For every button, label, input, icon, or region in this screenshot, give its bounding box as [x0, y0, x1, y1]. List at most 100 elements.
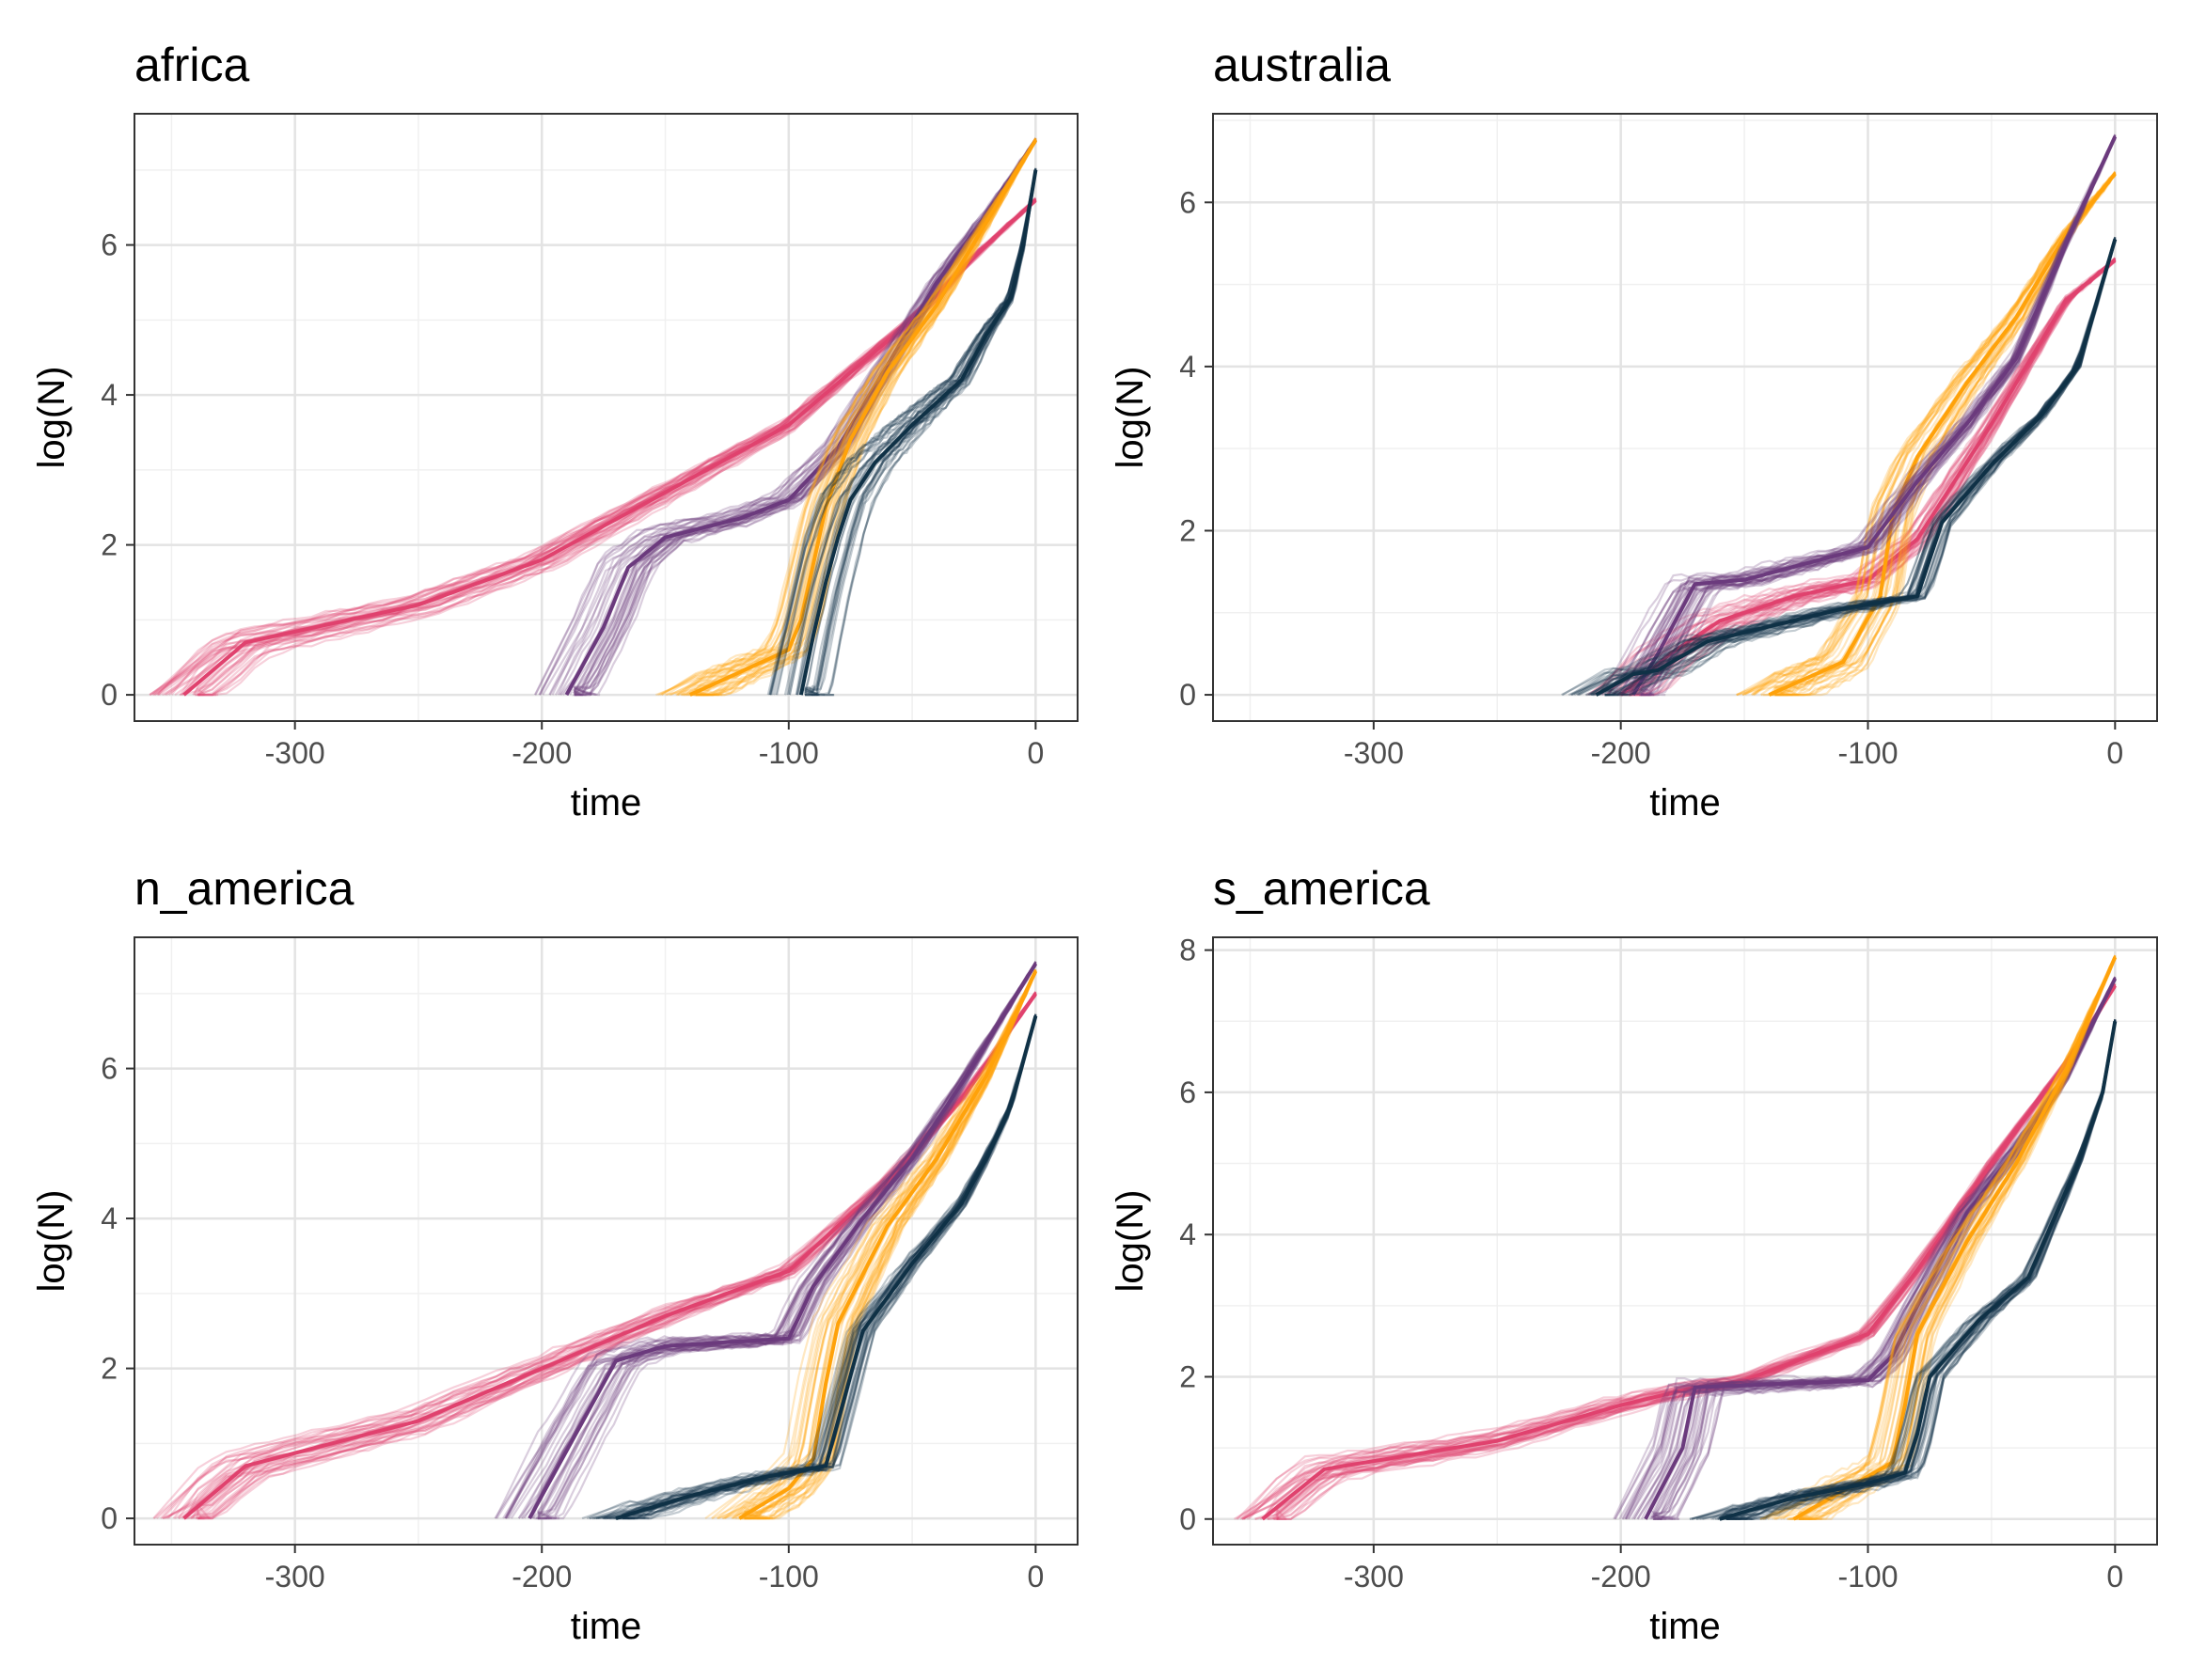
replicate-line — [744, 970, 1037, 1520]
replicate-line — [1771, 957, 2117, 1520]
panel-title: n_america — [134, 862, 354, 915]
replicate-line — [775, 171, 1037, 696]
replicate-line — [538, 965, 1037, 1520]
replicate-line — [1604, 240, 2117, 697]
replicate-line — [788, 167, 1037, 696]
replicate-line — [1604, 238, 2117, 697]
replicate-line — [1240, 985, 2117, 1520]
replicate-line — [537, 964, 1037, 1520]
replicate-line — [772, 171, 1037, 696]
x-tick-label: 0 — [2106, 1560, 2123, 1594]
replicate-line — [1774, 174, 2117, 697]
replicate-line — [197, 992, 1037, 1520]
y-tick-label: 6 — [101, 228, 118, 262]
replicate-line — [804, 168, 1037, 697]
replicate-line — [574, 138, 1037, 697]
series-line — [1792, 956, 2118, 1521]
replicate-line — [1243, 983, 2117, 1520]
x-axis-label: time — [1649, 782, 1721, 824]
replicate-line — [1799, 956, 2117, 1520]
replicate-line — [722, 971, 1037, 1520]
replicate-line — [184, 995, 1037, 1519]
replicate-line — [717, 971, 1037, 1520]
replicate-line — [804, 170, 1037, 697]
replicate-line — [1691, 1021, 2117, 1520]
replicate-line — [504, 961, 1037, 1519]
replicate-line — [768, 168, 1037, 696]
replicate-line — [1604, 241, 2117, 697]
replicate-line — [572, 137, 1037, 697]
series-line — [182, 198, 1037, 697]
replicate-line — [504, 963, 1037, 1519]
replicate-line — [1782, 957, 2117, 1520]
replicate-line — [1762, 954, 2117, 1520]
replicate-line — [695, 137, 1037, 697]
replicate-line — [533, 139, 1037, 696]
replicate-line — [574, 140, 1037, 697]
replicate-line — [595, 1013, 1037, 1520]
replicate-line — [538, 140, 1037, 696]
replicate-line — [769, 171, 1037, 696]
replicate-line — [1725, 1019, 2117, 1520]
replicate-line — [1570, 240, 2117, 697]
replicate-line — [156, 198, 1037, 696]
replicate-line — [197, 199, 1037, 697]
replicate-line — [695, 138, 1037, 697]
x-tick-label: -100 — [1837, 736, 1898, 770]
x-axis-label: time — [571, 782, 642, 824]
replicate-line — [197, 993, 1037, 1520]
x-tick-label: -200 — [512, 736, 572, 770]
panel-africa: africa -300 -200 -100 0 0 2 4 6 time log(N) — [31, 39, 1079, 824]
series-line — [1595, 239, 2118, 697]
replicate-line — [805, 171, 1037, 697]
y-axis-label: log(N) — [31, 367, 72, 469]
replicate-line — [622, 1014, 1037, 1520]
replicate-line — [1614, 980, 2117, 1520]
series-line — [1261, 984, 2117, 1521]
plot-background — [1213, 114, 2157, 721]
replicate-line — [157, 198, 1037, 696]
y-tick-label: 6 — [1179, 1076, 1196, 1109]
series-line — [615, 1015, 1038, 1521]
replicate-line — [161, 992, 1037, 1519]
replicate-line — [622, 1017, 1037, 1520]
replicate-line — [1725, 1018, 2117, 1520]
replicate-line — [1641, 138, 2117, 697]
replicate-line — [622, 1013, 1037, 1520]
replicate-line — [496, 964, 1037, 1519]
y-axis-label: log(N) — [1110, 1190, 1151, 1293]
replicate-line — [716, 970, 1037, 1519]
replicate-line — [1725, 1022, 2117, 1520]
replicate-line — [1696, 1023, 2117, 1520]
panel-title: australia — [1213, 39, 1391, 91]
replicate-line — [172, 995, 1037, 1519]
replicate-line — [770, 171, 1037, 696]
replicate-line — [1242, 982, 2117, 1520]
replicate-line — [1744, 171, 2117, 697]
replicate-line — [1774, 174, 2117, 697]
replicate-line — [769, 171, 1037, 696]
series-2 — [1600, 133, 2118, 697]
replicate-line — [744, 971, 1037, 1520]
y-tick-label: 2 — [101, 528, 118, 562]
replicate-line — [1640, 135, 2117, 697]
replicate-line — [805, 168, 1037, 697]
replicate-line — [602, 1014, 1037, 1520]
replicate-line — [591, 1016, 1037, 1520]
replicate-line — [657, 139, 1037, 697]
replicate-line — [574, 138, 1037, 697]
replicate-line — [1593, 259, 2116, 696]
replicate-line — [1775, 955, 2117, 1520]
replicate-line — [1629, 260, 2116, 697]
replicate-line — [1611, 135, 2117, 696]
series-3 — [766, 167, 1038, 697]
replicate-line — [538, 961, 1037, 1520]
replicate-line — [1618, 136, 2117, 696]
y-tick-label: 2 — [101, 1352, 118, 1386]
series-0 — [152, 991, 1038, 1520]
replicate-line — [1736, 172, 2117, 697]
replicate-line — [572, 137, 1037, 696]
replicate-line — [655, 141, 1037, 697]
replicate-line — [1595, 259, 2116, 696]
replicate-line — [692, 137, 1037, 697]
